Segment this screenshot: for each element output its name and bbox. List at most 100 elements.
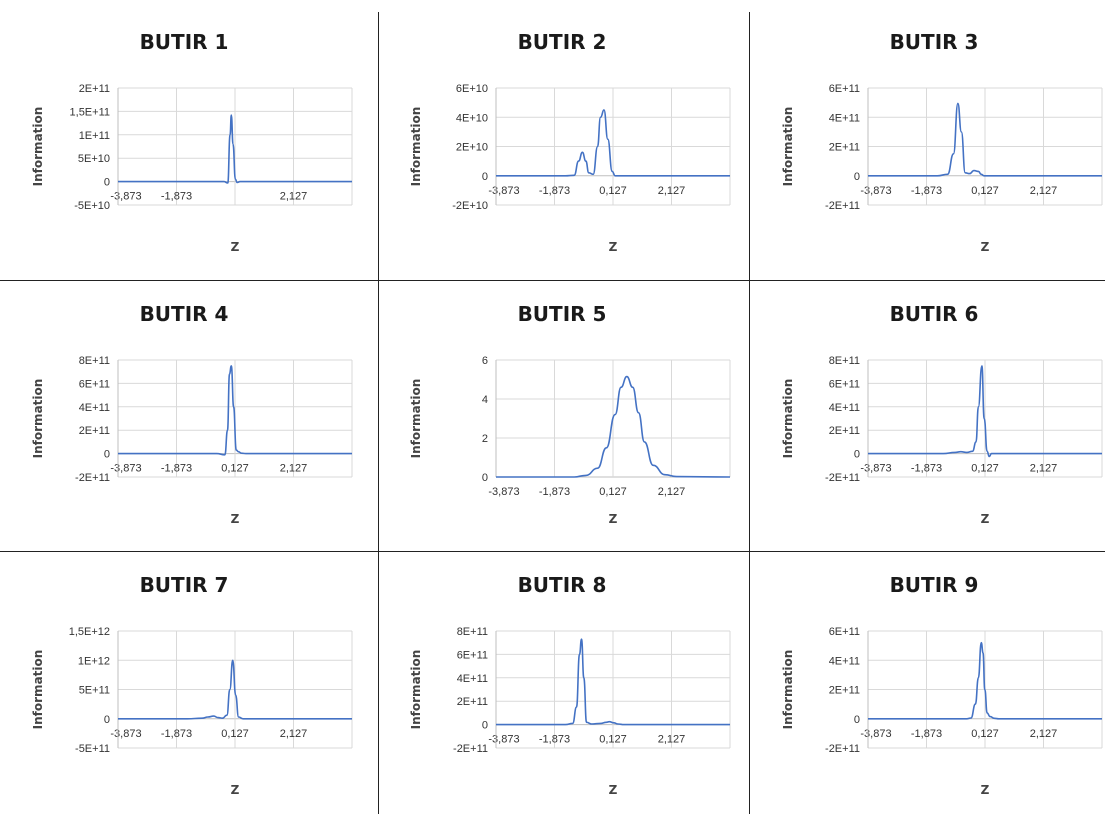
x-tick-label: 2,127 [280, 463, 308, 475]
series-line [495, 109, 730, 177]
y-tick-label: 2E+10 [456, 142, 488, 154]
y-tick-label: 4E+11 [457, 673, 488, 685]
y-tick-label: 5E+11 [79, 685, 110, 697]
x-axis-label: Z [981, 240, 990, 254]
x-axis-label: Z [609, 783, 618, 797]
chart-panel: BUTIR 2 6E+10 4E+10 2E+10 0 -2E+10 -3,873 -1,87… [378, 0, 746, 271]
x-axis-label: Z [609, 240, 618, 254]
y-tick-label: 1E+11 [79, 130, 110, 142]
y-tick-label: 0 [854, 171, 860, 183]
series-line [867, 641, 1102, 720]
x-tick-label: 2,127 [658, 734, 686, 746]
x-tick-label: 0,127 [599, 486, 627, 498]
y-tick-label: 0 [482, 171, 488, 183]
x-tick-label: -1,873 [539, 734, 570, 746]
chart-svg: 6 4 2 0-3,873 -1,873 0,127 2,127 Z Information [409, 355, 731, 526]
chart-svg: 6E+10 4E+10 2E+10 0 -2E+10-3,873 -1,873 0,127 2… [409, 83, 731, 254]
x-tick-label: 0,127 [971, 185, 999, 197]
y-axis-label: Information [31, 379, 45, 459]
y-tick-label: 0 [482, 720, 488, 732]
x-tick-label: 2,127 [280, 191, 308, 203]
chart-title: BUTIR 6 [889, 302, 979, 326]
chart-title: BUTIR 8 [517, 573, 607, 597]
x-axis-label: Z [609, 512, 618, 526]
y-tick-label: 4E+11 [829, 655, 860, 667]
chart-svg: 6E+11 4E+11 2E+11 0 -2E+11-3,873 -1,873 0,127 2… [781, 626, 1103, 797]
y-tick-label: 0 [104, 714, 110, 726]
chart-svg: 1,5E+12 1E+12 5E+11 0 -5E+11-3,873 -1,873 0,12… [31, 626, 353, 797]
x-axis-label: Z [231, 783, 240, 797]
series-line [118, 114, 352, 184]
x-tick-label: -3,873 [488, 734, 519, 746]
y-tick-label: -2E+11 [75, 472, 110, 484]
y-tick-label: 6E+11 [79, 378, 110, 390]
y-tick-label: 8E+11 [79, 355, 110, 367]
y-axis-label: Information [781, 379, 795, 459]
y-tick-label: -5E+10 [74, 200, 110, 212]
x-tick-label: 0,127 [221, 728, 249, 740]
chart-title: BUTIR 7 [139, 573, 229, 597]
x-tick-label: -3,873 [860, 463, 891, 475]
y-tick-label: 0 [854, 449, 860, 461]
y-tick-label: -2E+11 [825, 743, 860, 755]
panel-separator [0, 551, 1105, 552]
y-tick-label: 0 [104, 449, 110, 461]
y-tick-label: 6E+11 [829, 378, 860, 390]
x-tick-label: 2,127 [658, 486, 686, 498]
y-tick-label: 2E+11 [829, 425, 860, 437]
x-tick-label: 2,127 [658, 185, 686, 197]
y-tick-label: 1,5E+12 [69, 626, 110, 638]
chart-panel: BUTIR 9 6E+11 4E+11 2E+11 0 -2E+11 -3,873 -1,87… [750, 543, 1105, 814]
y-tick-label: 2E+11 [829, 685, 860, 697]
x-tick-label: -3,873 [110, 463, 141, 475]
series-line [867, 102, 1102, 177]
x-tick-label: -1,873 [911, 728, 942, 740]
x-tick-label: -1,873 [539, 486, 570, 498]
x-axis-label: Z [231, 240, 240, 254]
series-line [117, 659, 352, 720]
chart-title: BUTIR 3 [889, 30, 979, 54]
chart-title: BUTIR 4 [139, 302, 229, 326]
y-tick-label: 6E+11 [457, 649, 488, 661]
y-axis-label: Information [781, 107, 795, 187]
y-axis-label: Information [781, 650, 795, 730]
y-tick-label: 2E+11 [829, 142, 860, 154]
y-tick-label: 4E+11 [829, 402, 860, 414]
x-tick-label: 2,127 [1030, 728, 1058, 740]
y-tick-label: 1E+12 [78, 655, 110, 667]
x-tick-label: -1,873 [911, 185, 942, 197]
x-axis-label: Z [231, 512, 240, 526]
x-tick-label: -1,873 [539, 185, 570, 197]
y-tick-label: 6E+11 [829, 626, 860, 638]
chart-title: BUTIR 2 [517, 30, 607, 54]
y-tick-label: 4E+11 [79, 402, 110, 414]
chart-panel: BUTIR 6 8E+11 6E+11 4E+11 2E+11 0 -2E+11 -3,873… [750, 272, 1105, 543]
y-tick-label: 6 [482, 355, 488, 367]
chart-title: BUTIR 5 [517, 302, 607, 326]
x-tick-label: -1,873 [161, 191, 192, 203]
chart-panel: BUTIR 5 6 4 2 0 -3,873 -1,873 0,127 2,127 Z Inform… [378, 272, 746, 543]
y-tick-label: 4E+11 [829, 112, 860, 124]
x-axis-label: Z [981, 512, 990, 526]
chart-svg: 8E+11 6E+11 4E+11 2E+11 0 -2E+11-3,873 -1,873 0… [409, 626, 731, 797]
y-tick-label: 0 [854, 714, 860, 726]
x-tick-label: 2,127 [280, 728, 308, 740]
chart-title: BUTIR 9 [889, 573, 979, 597]
y-tick-label: 0 [482, 472, 488, 484]
x-tick-label: -1,873 [911, 463, 942, 475]
chart-panel: BUTIR 4 8E+11 6E+11 4E+11 2E+11 0 -2E+11 -3,873… [0, 272, 368, 543]
chart-title: BUTIR 1 [139, 30, 229, 54]
y-tick-label: 4E+10 [456, 112, 488, 124]
x-tick-label: -1,873 [161, 728, 192, 740]
y-axis-label: Information [409, 650, 423, 730]
x-tick-label: -3,873 [110, 191, 141, 203]
y-tick-label: 0 [104, 177, 110, 189]
x-tick-label: -3,873 [860, 728, 891, 740]
y-tick-label: 4 [482, 394, 488, 406]
x-tick-label: -1,873 [161, 463, 192, 475]
y-tick-label: 5E+10 [78, 153, 110, 165]
x-tick-label: 0,127 [599, 185, 627, 197]
series-line [868, 365, 1102, 458]
y-tick-label: 6E+10 [456, 83, 488, 95]
